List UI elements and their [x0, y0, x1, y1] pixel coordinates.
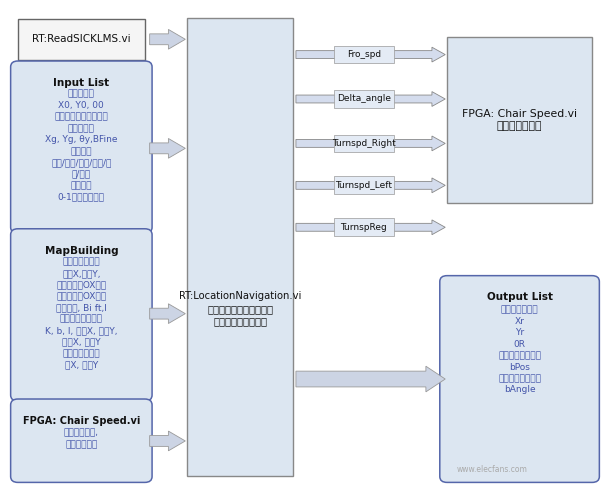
Text: Fro_spd: Fro_spd [347, 50, 381, 59]
Text: Input List: Input List [53, 78, 109, 88]
Text: Turnspd_Left: Turnspd_Left [336, 181, 392, 190]
FancyBboxPatch shape [334, 219, 394, 236]
Text: www.elecfans.com: www.elecfans.com [457, 465, 528, 474]
FancyBboxPatch shape [10, 61, 152, 233]
Text: FPGA: Chair Speed.vi
机器人底盘运动: FPGA: Chair Speed.vi 机器人底盘运动 [462, 109, 577, 131]
FancyBboxPatch shape [334, 135, 394, 152]
FancyBboxPatch shape [334, 90, 394, 108]
FancyArrow shape [149, 139, 185, 158]
FancyBboxPatch shape [10, 399, 152, 483]
FancyArrow shape [296, 178, 445, 193]
FancyBboxPatch shape [447, 37, 592, 203]
FancyArrow shape [296, 92, 445, 106]
FancyBboxPatch shape [440, 275, 600, 483]
Text: FPGA: Chair Speed.vi: FPGA: Chair Speed.vi [23, 416, 140, 426]
Text: TurnspReg: TurnspReg [340, 223, 387, 232]
FancyBboxPatch shape [334, 177, 394, 194]
FancyArrow shape [296, 136, 445, 151]
FancyBboxPatch shape [18, 19, 145, 59]
FancyArrow shape [149, 431, 185, 451]
FancyArrow shape [149, 29, 185, 49]
Text: Delta_angle: Delta_angle [337, 94, 391, 103]
Text: Output List: Output List [487, 292, 553, 302]
Text: Turnspd_Right: Turnspd_Right [332, 139, 396, 148]
FancyArrow shape [296, 220, 445, 235]
Text: 起始点位姿
X0, Y0, 00
路径索引映射得到目标
点位姿数组
Xg, Yg, θy,BFine
运动方式
前进/后退/左转/右转/导
航/停止
行进速率
: 起始点位姿 X0, Y0, 00 路径索引映射得到目标 点位姿数组 Xg, Yg… [45, 90, 118, 202]
Text: MapBuilding: MapBuilding [45, 246, 118, 255]
Text: RT:ReadSICKLMS.vi: RT:ReadSICKLMS.vi [32, 34, 131, 44]
FancyArrow shape [296, 366, 445, 392]
Text: 左编码器计数,
右编码器计数: 左编码器计数, 右编码器计数 [64, 429, 99, 449]
FancyArrow shape [296, 47, 445, 62]
FancyBboxPatch shape [10, 229, 152, 401]
Text: 角路标数组列表
顶点X,顶点Y,
第一条边与OX夹角
第二条边与OX夹角
两边夹角, Bi ft,l
线段路标数组列表
K, b, l, 起点X, 起点Y,
终: 角路标数组列表 顶点X,顶点Y, 第一条边与OX夹角 第二条边与OX夹角 两边夹… [45, 257, 118, 369]
Text: RT:LocationNavigation.vi
平直线段、角、编码器组
合定位导航算法模块: RT:LocationNavigation.vi 平直线段、角、编码器组 合定位… [179, 291, 301, 326]
FancyBboxPatch shape [334, 46, 394, 63]
Text: 机器人当前位姿
Xr
Yr
0R
是否到达目标位置
bPos
是否到达目标姿态
bAngle: 机器人当前位姿 Xr Yr 0R 是否到达目标位置 bPos 是否到达目标姿态 … [498, 305, 541, 394]
FancyBboxPatch shape [187, 17, 293, 477]
FancyArrow shape [149, 304, 185, 323]
